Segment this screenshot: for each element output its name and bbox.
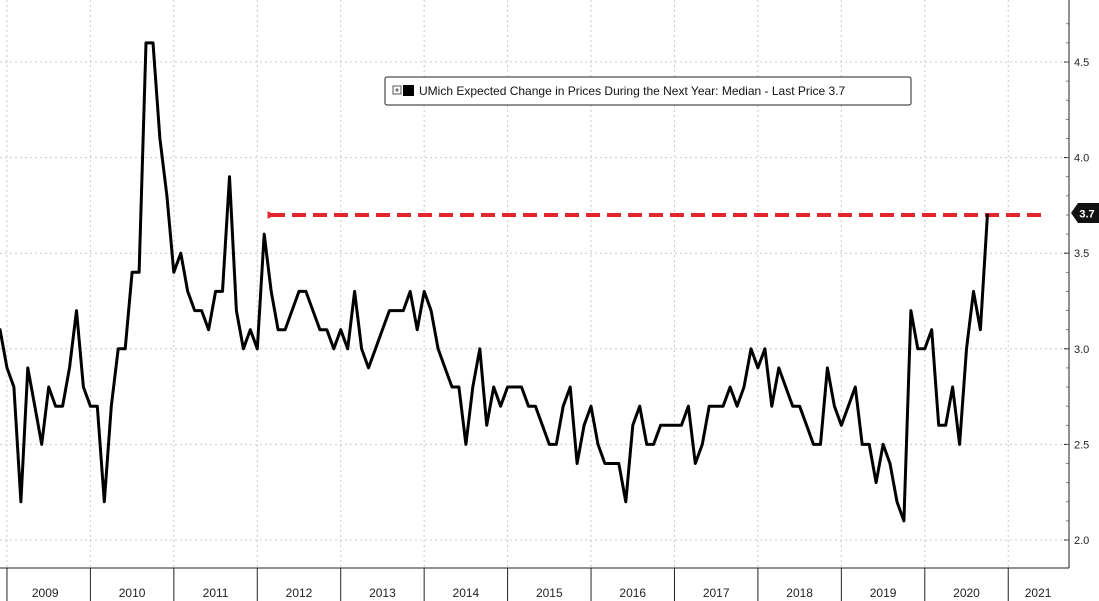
- x-year-label: 2014: [453, 586, 480, 600]
- x-year-label: 2021: [1025, 586, 1052, 600]
- x-year-label: 2009: [32, 586, 59, 600]
- x-year-label: 2012: [286, 586, 313, 600]
- legend-label: UMich Expected Change in Prices During t…: [419, 84, 846, 98]
- x-year-label: 2015: [536, 586, 563, 600]
- x-year-label: 2010: [119, 586, 146, 600]
- last-value-badge: [1071, 203, 1099, 223]
- x-year-label: 2016: [619, 586, 646, 600]
- y-tick-label: 3.0: [1074, 344, 1089, 356]
- x-year-label: 2018: [786, 586, 813, 600]
- x-year-label: 2019: [870, 586, 897, 600]
- y-tick-label: 3.5: [1074, 248, 1089, 260]
- x-year-label: 2011: [203, 586, 229, 600]
- series-line: [0, 41, 989, 523]
- y-tick-label: 4.5: [1074, 57, 1089, 69]
- y-tick-label: 2.0: [1074, 535, 1089, 547]
- x-year-label: 2017: [703, 586, 730, 600]
- y-tick-label: 4.0: [1074, 153, 1089, 165]
- x-year-label: 2020: [953, 586, 980, 600]
- y-tick-label: 2.5: [1074, 439, 1089, 451]
- last-value-label: 3.7: [1079, 209, 1094, 221]
- legend-box: [384, 76, 912, 106]
- legend-swatch: [403, 85, 414, 96]
- x-year-label: 2013: [369, 586, 396, 600]
